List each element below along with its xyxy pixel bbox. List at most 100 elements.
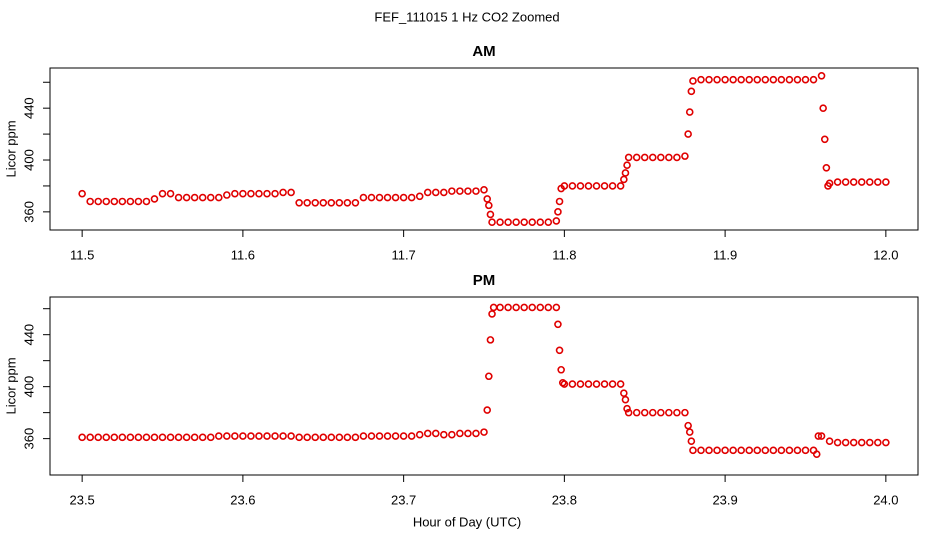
data-point — [359, 193, 368, 202]
data-point — [496, 303, 504, 312]
data-point — [687, 437, 696, 446]
data-point — [214, 432, 223, 440]
data-point — [303, 198, 311, 207]
plot-box — [49, 296, 919, 476]
data-point — [600, 380, 609, 388]
data-point — [166, 433, 175, 442]
data-point — [198, 193, 207, 202]
data-point — [689, 77, 697, 85]
data-point — [343, 198, 352, 207]
data-point — [623, 404, 631, 413]
x-tick-label: 11.6 — [231, 247, 255, 262]
data-point — [78, 433, 86, 442]
data-point — [761, 446, 770, 455]
x-tick-label: 23.7 — [391, 492, 416, 507]
data-point — [697, 446, 705, 455]
panel-title: PM — [473, 272, 496, 289]
data-point — [721, 446, 729, 455]
data-point — [544, 303, 553, 312]
data-point — [367, 432, 376, 440]
data-point — [287, 432, 295, 440]
data-point — [456, 429, 464, 438]
data-point — [825, 179, 834, 188]
data-point — [295, 198, 303, 207]
data-point — [86, 433, 94, 442]
data-point — [665, 153, 673, 162]
data-point — [568, 380, 577, 388]
data-point — [118, 197, 127, 206]
data-point — [239, 432, 247, 440]
data-point — [150, 433, 159, 442]
x-tick-label: 11.7 — [391, 247, 415, 262]
data-point — [673, 408, 681, 417]
data-point — [623, 161, 631, 169]
data-point — [552, 217, 561, 225]
data-point — [576, 380, 585, 388]
data-point — [737, 446, 745, 455]
data-point — [367, 193, 376, 202]
data-point — [231, 189, 239, 198]
data-point — [673, 153, 681, 162]
data-point — [685, 428, 694, 436]
data-point — [632, 408, 641, 417]
data-point — [665, 408, 673, 417]
data-point — [713, 446, 721, 455]
data-point — [448, 430, 456, 439]
data-point — [721, 75, 729, 84]
x-tick-label: 24.0 — [873, 492, 898, 507]
data-point — [335, 433, 344, 442]
data-point — [632, 153, 641, 162]
data-point — [793, 446, 802, 455]
panel-title: AM — [472, 43, 495, 60]
data-point — [271, 432, 279, 440]
data-point — [814, 432, 823, 440]
data-point — [319, 433, 328, 442]
x-axis-label: Hour of Day (UTC) — [413, 514, 521, 529]
data-point — [620, 175, 628, 184]
data-point — [785, 446, 794, 455]
data-point — [102, 197, 111, 206]
data-point — [681, 408, 689, 417]
data-point — [753, 446, 762, 455]
data-point — [247, 189, 255, 198]
data-point — [174, 433, 183, 442]
data-point — [809, 75, 818, 84]
data-point — [820, 135, 829, 144]
data-point — [608, 380, 617, 388]
data-point — [793, 75, 802, 84]
data-point — [271, 189, 279, 198]
data-point — [472, 429, 480, 438]
data-point — [555, 197, 564, 206]
data-point — [697, 75, 705, 84]
data-point — [480, 428, 488, 436]
data-point — [223, 191, 231, 199]
data-point — [279, 432, 287, 440]
data-point — [822, 163, 831, 172]
data-point — [648, 408, 657, 417]
data-point — [621, 395, 630, 404]
data-point — [849, 438, 858, 447]
data-point — [819, 104, 827, 112]
data-point — [182, 433, 191, 442]
data-point — [729, 75, 737, 84]
data-point — [102, 433, 111, 442]
x-tick-label: 12.0 — [873, 247, 898, 262]
data-point — [488, 310, 496, 318]
data-point — [684, 130, 692, 138]
x-tick-label: 23.5 — [69, 492, 94, 507]
data-point — [882, 178, 890, 186]
data-point — [857, 178, 866, 186]
data-point — [311, 198, 320, 207]
data-point — [592, 182, 601, 190]
data-point — [536, 303, 545, 312]
data-point — [150, 195, 159, 203]
data-point — [557, 365, 565, 374]
y-axis-label: Licor ppm — [3, 357, 18, 414]
data-point — [126, 433, 135, 442]
data-point — [584, 182, 593, 190]
data-point — [705, 446, 713, 455]
data-point — [391, 432, 400, 440]
data-point — [223, 432, 231, 440]
data-point — [383, 193, 392, 202]
x-tick-label: 11.9 — [713, 247, 737, 262]
